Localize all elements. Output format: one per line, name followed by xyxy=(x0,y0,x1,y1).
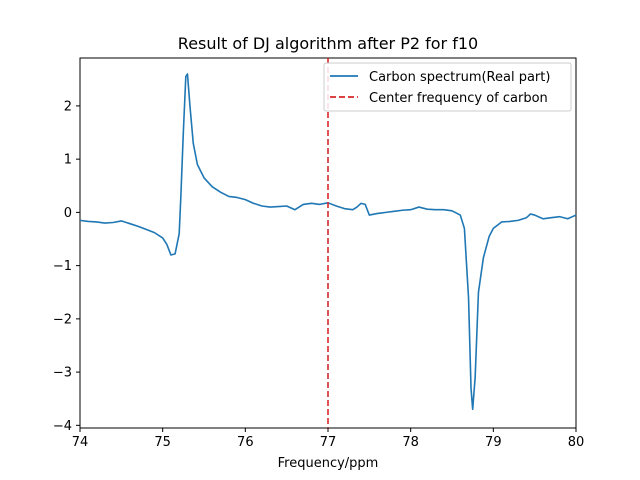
y-tick-label: −4 xyxy=(53,419,72,434)
y-tick-label: 0 xyxy=(64,206,72,221)
legend: Carbon spectrum(Real part) Center freque… xyxy=(323,62,572,112)
legend-label-carbon-spectrum: Carbon spectrum(Real part) xyxy=(369,70,550,85)
x-tick-label: 75 xyxy=(154,435,171,450)
x-tick-label: 76 xyxy=(237,435,254,450)
y-tick-label: 2 xyxy=(64,99,72,114)
x-tick-label: 77 xyxy=(320,435,337,450)
x-tick-label: 80 xyxy=(568,435,585,450)
x-axis: 74 75 76 77 78 79 80 xyxy=(72,428,585,450)
y-tick-label: −3 xyxy=(53,366,72,381)
chart-title: Result of DJ algorithm after P2 for f10 xyxy=(178,34,478,53)
x-tick-label: 74 xyxy=(72,435,89,450)
x-axis-label: Frequency/ppm xyxy=(278,456,379,471)
x-tick-label: 78 xyxy=(402,435,419,450)
y-tick-label: −1 xyxy=(53,259,72,274)
legend-box xyxy=(323,62,572,112)
y-tick-label: −2 xyxy=(53,312,72,327)
x-tick-label: 79 xyxy=(485,435,502,450)
legend-label-center-frequency: Center frequency of carbon xyxy=(369,91,548,106)
y-tick-label: 1 xyxy=(64,153,72,168)
series-layer xyxy=(79,58,577,428)
y-axis: −4 −3 −2 −1 0 1 2 xyxy=(53,99,80,434)
